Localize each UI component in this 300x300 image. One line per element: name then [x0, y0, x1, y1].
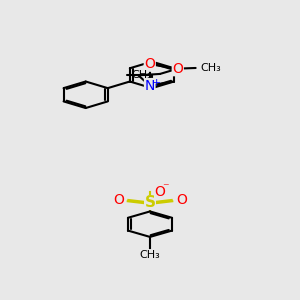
- Text: O: O: [172, 61, 183, 76]
- Text: N: N: [145, 79, 155, 93]
- Text: O: O: [144, 57, 155, 71]
- Text: CH₃: CH₃: [140, 250, 160, 260]
- Text: CH₃: CH₃: [200, 63, 221, 73]
- Text: +: +: [152, 78, 161, 88]
- Text: O: O: [176, 193, 187, 207]
- Text: O: O: [113, 193, 124, 207]
- Text: ⁻: ⁻: [162, 182, 169, 194]
- Text: O: O: [154, 185, 165, 199]
- Text: S: S: [145, 195, 155, 210]
- Text: CH₃: CH₃: [131, 70, 152, 80]
